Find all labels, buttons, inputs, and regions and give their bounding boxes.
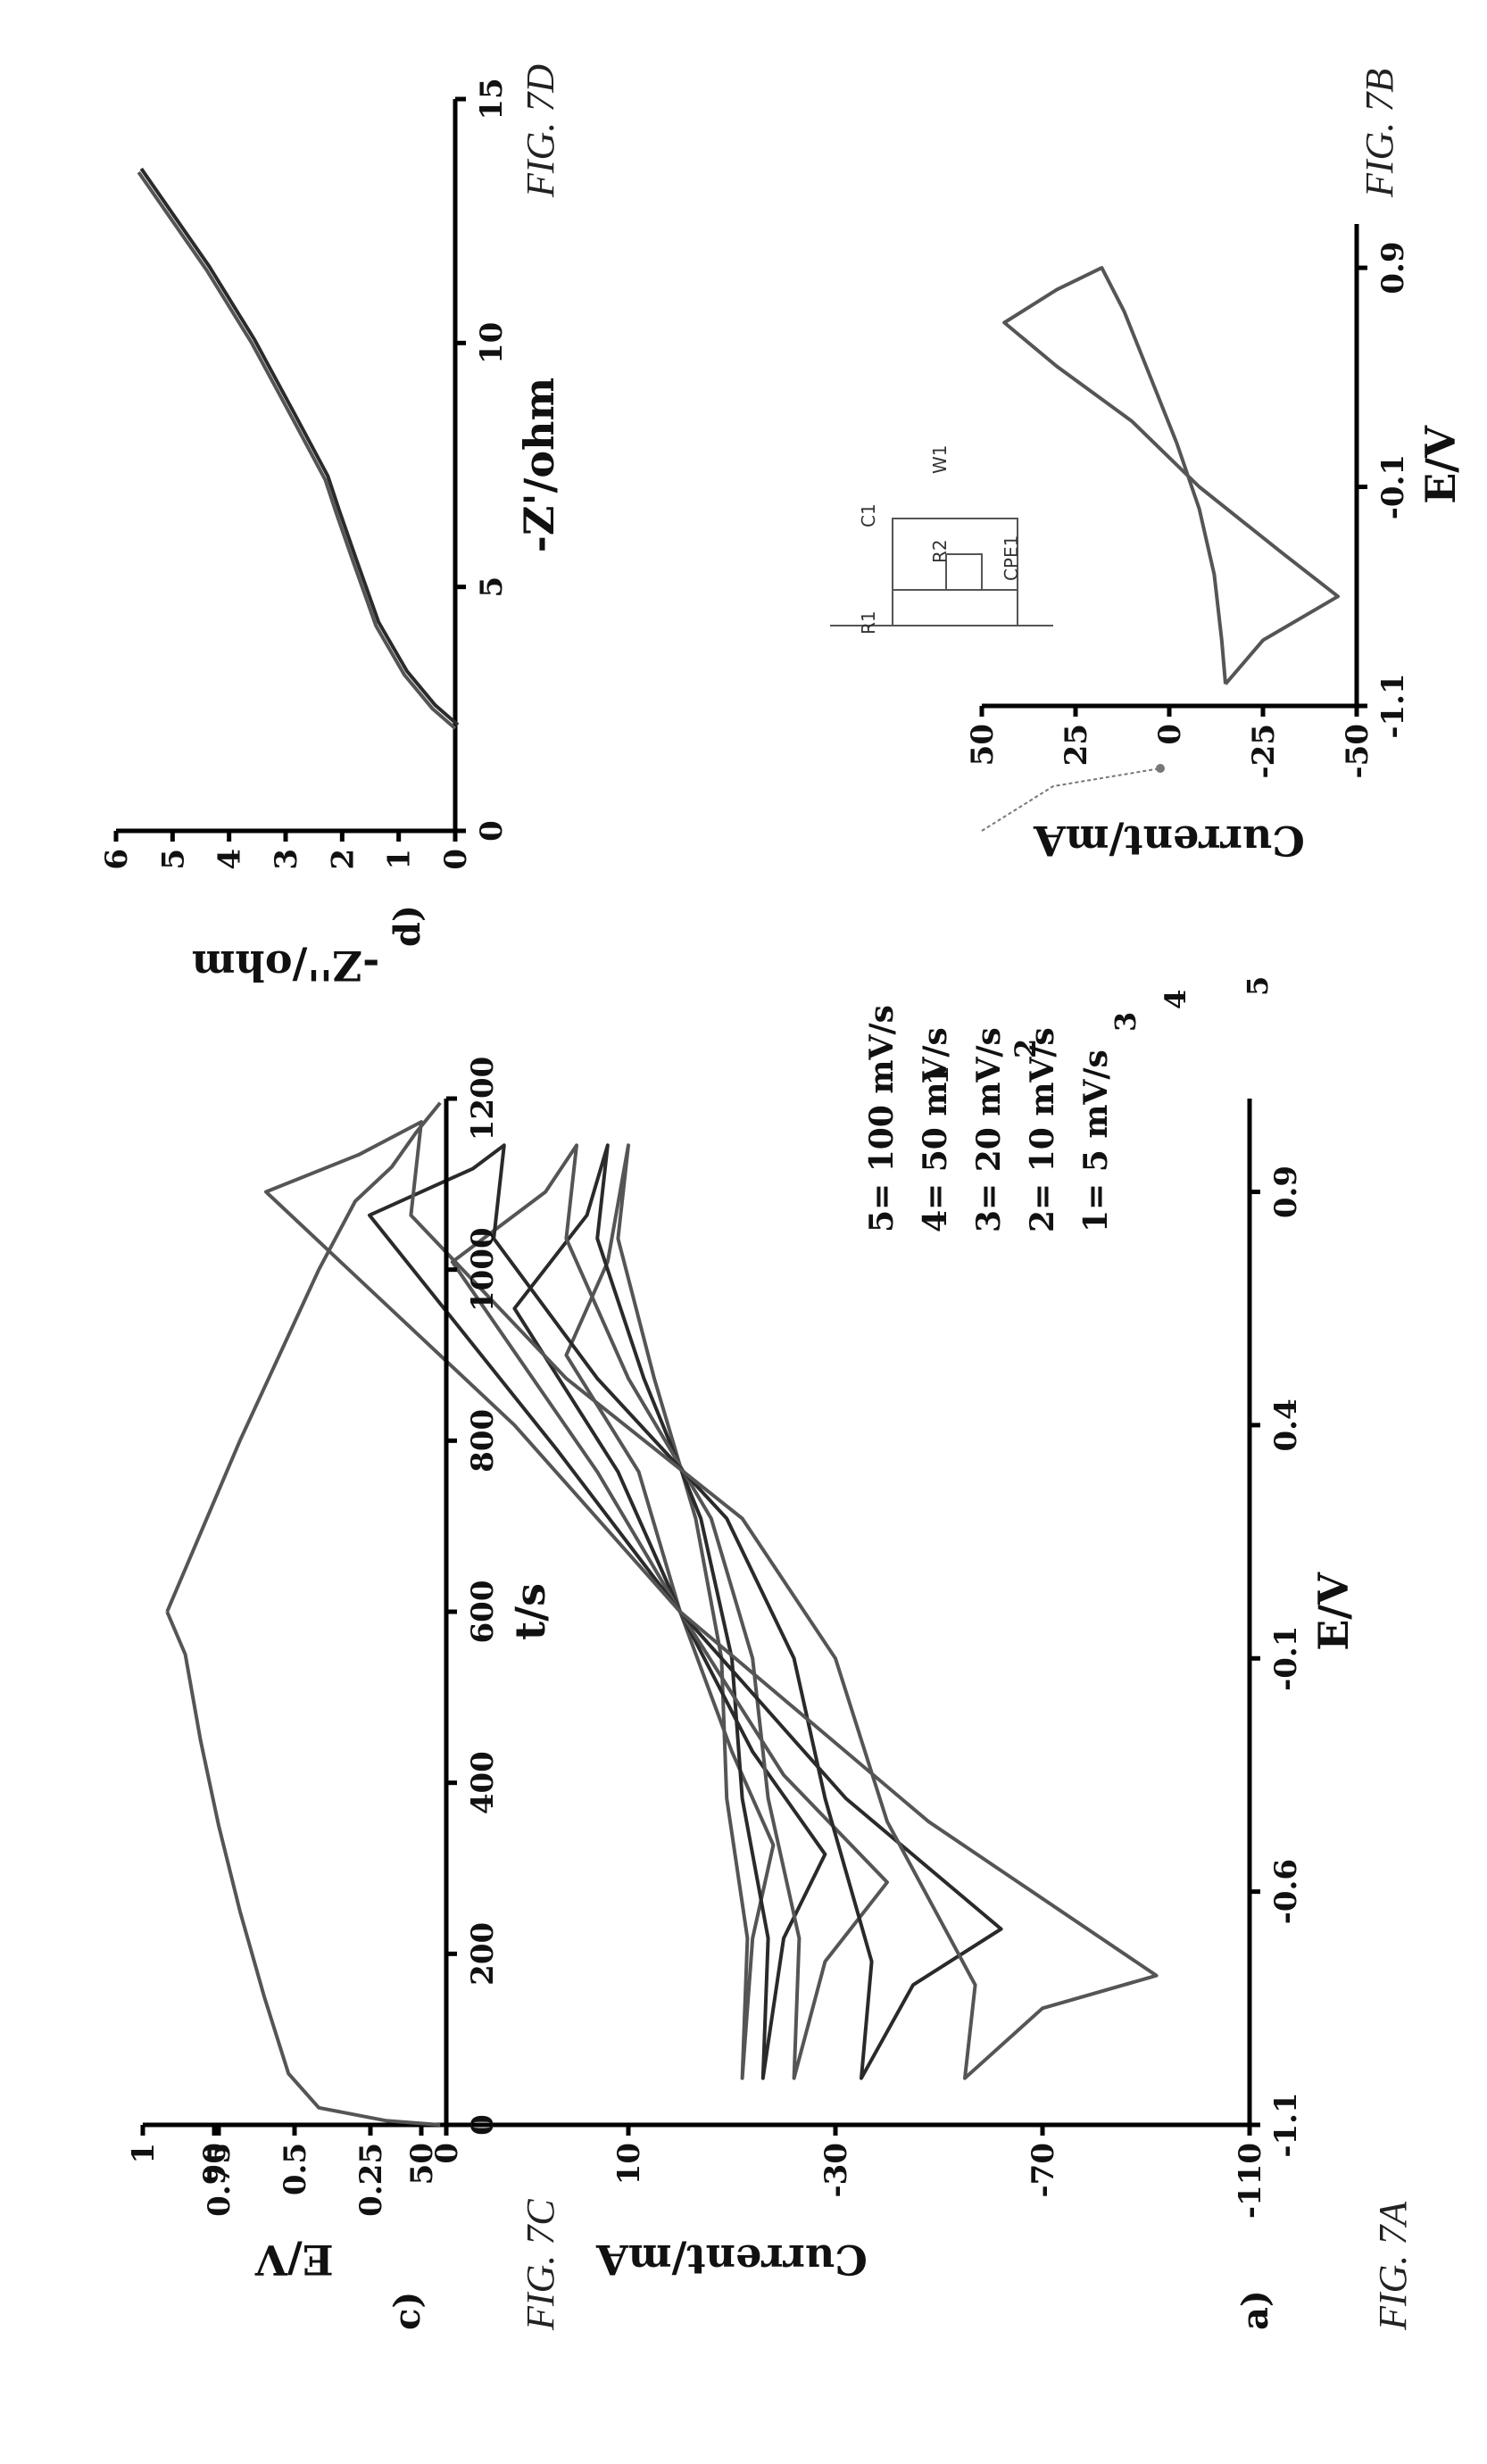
y-tick-label: 2 (325, 849, 361, 870)
circuit-label-cpe1: CPE1 (1001, 535, 1022, 581)
series-line-1 (564, 1143, 776, 2080)
x-tick-label: 0.4 (1268, 1398, 1304, 1451)
fig-7c-panel-label: c) (386, 2292, 428, 2330)
x-tick-label: 0.9 (1268, 1166, 1304, 1218)
y-tick-label: 4 (212, 849, 248, 870)
x-axis-label: E/V (1416, 425, 1465, 504)
curve-label-4: 4 (1159, 990, 1192, 1009)
y-tick-label: 1 (126, 2143, 162, 2164)
fig-7c-caption: FIG. 7C (519, 2199, 562, 2331)
circuit-wires (830, 518, 1053, 626)
fig-7d: FIG. 7D d) 0510150123456-Z'/ohm-Z''/ohm … (99, 64, 1053, 990)
connector-dot (1156, 764, 1165, 773)
y-axis-label: -Z''/ohm (192, 942, 379, 990)
series-line-discharge (165, 1101, 442, 1613)
x-tick-label: -1.1 (1375, 673, 1411, 738)
x-tick-label: -1.1 (1268, 2092, 1304, 2157)
y-axis-label: Current/mA (595, 2236, 868, 2284)
circuit-label-w1: W1 (929, 445, 951, 475)
x-axis-label: t/s (506, 1583, 554, 1640)
series-line-nyquist (137, 170, 457, 730)
fig-7a-panel-label: a) (1234, 2290, 1276, 2330)
y-tick-label: 5 (155, 849, 191, 870)
y-tick-label: -50 (1340, 724, 1375, 778)
fig-7d-caption: FIG. 7D (519, 64, 562, 198)
y-tick-label: 3 (269, 849, 304, 870)
y-tick-label: 50 (965, 724, 1001, 766)
curve-label-1: 1 (921, 1066, 955, 1085)
connector-line (981, 767, 1161, 832)
legend-entry-5: 5= 100 mV/s (863, 1005, 901, 1232)
series-line-2 (512, 1143, 827, 2080)
x-tick-label: -0.6 (1268, 1859, 1304, 1924)
x-tick-label: 5 (474, 577, 510, 598)
series-line-charge (165, 1611, 441, 2127)
x-tick-label: 200 (465, 1922, 501, 1986)
x-tick-label: 600 (465, 1580, 501, 1644)
fig-7a-curve-labels: 1 2 3 4 5 (921, 976, 1275, 1085)
chart-c: 0 200 400 600 800 1000 1200 0 0.25 0.5 0.75 1 t/s E/V (126, 1057, 554, 2284)
y-tick-label: -25 (1246, 724, 1282, 778)
fig-7b-caption: FIG. 7B (1358, 69, 1401, 198)
circuit-label-c1: C1 (858, 503, 879, 527)
x-tick-label: 0.9 (1375, 242, 1411, 295)
legend-entry-1: 1= 5 mV/s (1077, 1049, 1115, 1232)
y-tick-label: 0 (1152, 724, 1188, 745)
y-axis-label: E/V (254, 2236, 334, 2284)
y-tick-label: 0 (429, 2143, 465, 2164)
legend-entry-3: 3= 20 mV/s (970, 1027, 1008, 1232)
y-tick-label: -110 (1233, 2143, 1268, 2219)
y-tick-label: 6 (99, 849, 135, 870)
equivalent-circuit: R1 C1 R2 W1 CPE1 (830, 445, 1053, 635)
fig-7a-caption: FIG. 7A (1371, 2201, 1415, 2331)
y-tick-label: 25 (1059, 724, 1094, 766)
x-tick-label: 10 (474, 322, 510, 364)
series-line-nyquist-shadow (139, 167, 460, 726)
curve-label-3: 3 (1109, 1012, 1142, 1032)
y-axis-label: Current/mA (1033, 817, 1305, 865)
curve-label-5: 5 (1241, 976, 1275, 996)
x-tick-label: 15 (474, 78, 510, 120)
fig-7b: FIG. 7B -1.1 -0.1 0.9 -50 -25 0 25 50 E/V Current… (965, 69, 1465, 865)
y-tick-label: -70 (1026, 2143, 1061, 2197)
y-tick-label: 0.25 (353, 2143, 389, 2217)
legend-entry-2: 2= 10 mV/s (1024, 1027, 1061, 1232)
x-tick-label: 0 (474, 820, 510, 842)
y-tick-label: 10 (611, 2143, 647, 2185)
circuit-label-r1: R1 (858, 610, 879, 635)
x-tick-label: 1200 (465, 1057, 501, 1141)
y-tick-label: -30 (818, 2143, 854, 2197)
x-tick-label: -0.1 (1268, 1626, 1304, 1691)
y-tick-label: 0 (438, 849, 474, 870)
curve-label-2: 2 (1009, 1039, 1043, 1058)
series-line-4 (368, 1143, 1003, 2080)
legend-entry-4: 4= 50 mV/s (917, 1027, 954, 1232)
x-tick-label: 400 (465, 1751, 501, 1814)
x-tick-label: -0.1 (1375, 454, 1411, 519)
fig-7a-legend: 1= 5 mV/s 2= 10 mV/s 3= 20 mV/s 4= 50 mV… (863, 1005, 1115, 1232)
fig-7c: FIG. 7C c) 0 200 400 600 800 1000 1200 0 0.25 0.5… (126, 1057, 562, 2331)
series-line-5 (264, 1120, 1159, 2080)
y-tick-label: 0.5 (278, 2143, 313, 2195)
y-tick-label: 50 (404, 2143, 440, 2185)
y-tick-label: 1 (382, 849, 418, 870)
y-tick-label: 0.75 (202, 2143, 237, 2217)
chart-b: -1.1 -0.1 0.9 -50 -25 0 25 50 E/V Current/mA (965, 224, 1465, 865)
fig-7d-panel-label: d) (386, 905, 428, 947)
x-axis-label: -Z'/ohm (515, 377, 563, 552)
series-line-cv (1002, 266, 1340, 685)
x-axis-label: E/V (1309, 1572, 1358, 1651)
chart-a: -1.1 -0.6 -0.1 0.4 0.9 -110 -70 -30 10 50 90 E/V Cur… (197, 1099, 1358, 2284)
circuit-label-r2: R2 (929, 539, 951, 563)
x-tick-label: 1000 (465, 1227, 501, 1312)
x-tick-label: 0 (465, 2114, 501, 2136)
y-tick-label: 90 (197, 2143, 233, 2185)
x-tick-label: 800 (465, 1409, 501, 1473)
fig-7a: FIG. 7A a) -1.1 -0.6 -0.1 0.4 0.9 -110 -70 -30 1… (197, 976, 1415, 2331)
